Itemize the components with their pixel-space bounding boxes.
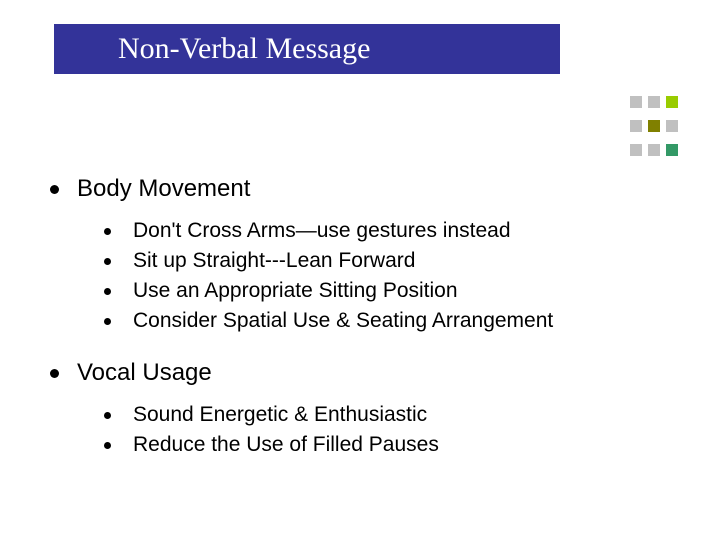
list-item-text: Don't Cross Arms—use gestures instead: [133, 219, 511, 243]
list-item: Reduce the Use of Filled Pauses: [104, 433, 680, 457]
decoration-square: [630, 96, 642, 108]
list-item: Sit up Straight---Lean Forward: [104, 249, 680, 273]
list-item: Use an Appropriate Sitting Position: [104, 279, 680, 303]
bullet-icon: [104, 412, 111, 419]
section-heading: Body Movement: [77, 175, 250, 203]
bullet-icon: [50, 185, 59, 194]
decoration-square: [648, 120, 660, 132]
section-heading-row: Vocal Usage: [50, 359, 680, 387]
decoration-row: [588, 120, 678, 132]
list-item: Sound Energetic & Enthusiastic: [104, 403, 680, 427]
bullet-icon: [104, 442, 111, 449]
decoration-square: [648, 144, 660, 156]
bullet-icon: [50, 369, 59, 378]
decoration-square: [666, 96, 678, 108]
list-item-text: Reduce the Use of Filled Pauses: [133, 433, 439, 457]
list-item-text: Sit up Straight---Lean Forward: [133, 249, 415, 273]
list-item-text: Consider Spatial Use & Seating Arrangeme…: [133, 309, 553, 333]
decoration-row: [588, 144, 678, 156]
sub-list: Don't Cross Arms—use gestures instead Si…: [104, 219, 680, 333]
bullet-icon: [104, 258, 111, 265]
list-item: Don't Cross Arms—use gestures instead: [104, 219, 680, 243]
decoration-square: [666, 144, 678, 156]
list-item-text: Use an Appropriate Sitting Position: [133, 279, 458, 303]
decoration-square: [666, 120, 678, 132]
decoration-square: [630, 120, 642, 132]
decoration-row: [588, 96, 678, 108]
bullet-icon: [104, 318, 111, 325]
sub-list: Sound Energetic & Enthusiastic Reduce th…: [104, 403, 680, 457]
bullet-icon: [104, 288, 111, 295]
list-item-text: Sound Energetic & Enthusiastic: [133, 403, 427, 427]
title-bar: Non-Verbal Message: [54, 24, 560, 74]
section-heading-row: Body Movement: [50, 175, 680, 203]
decoration-square: [630, 144, 642, 156]
bullet-icon: [104, 228, 111, 235]
decoration-squares: [588, 96, 678, 156]
slide-title: Non-Verbal Message: [118, 32, 370, 66]
list-item: Consider Spatial Use & Seating Arrangeme…: [104, 309, 680, 333]
section-heading: Vocal Usage: [77, 359, 212, 387]
decoration-square: [648, 96, 660, 108]
content-area: Body Movement Don't Cross Arms—use gestu…: [50, 175, 680, 483]
